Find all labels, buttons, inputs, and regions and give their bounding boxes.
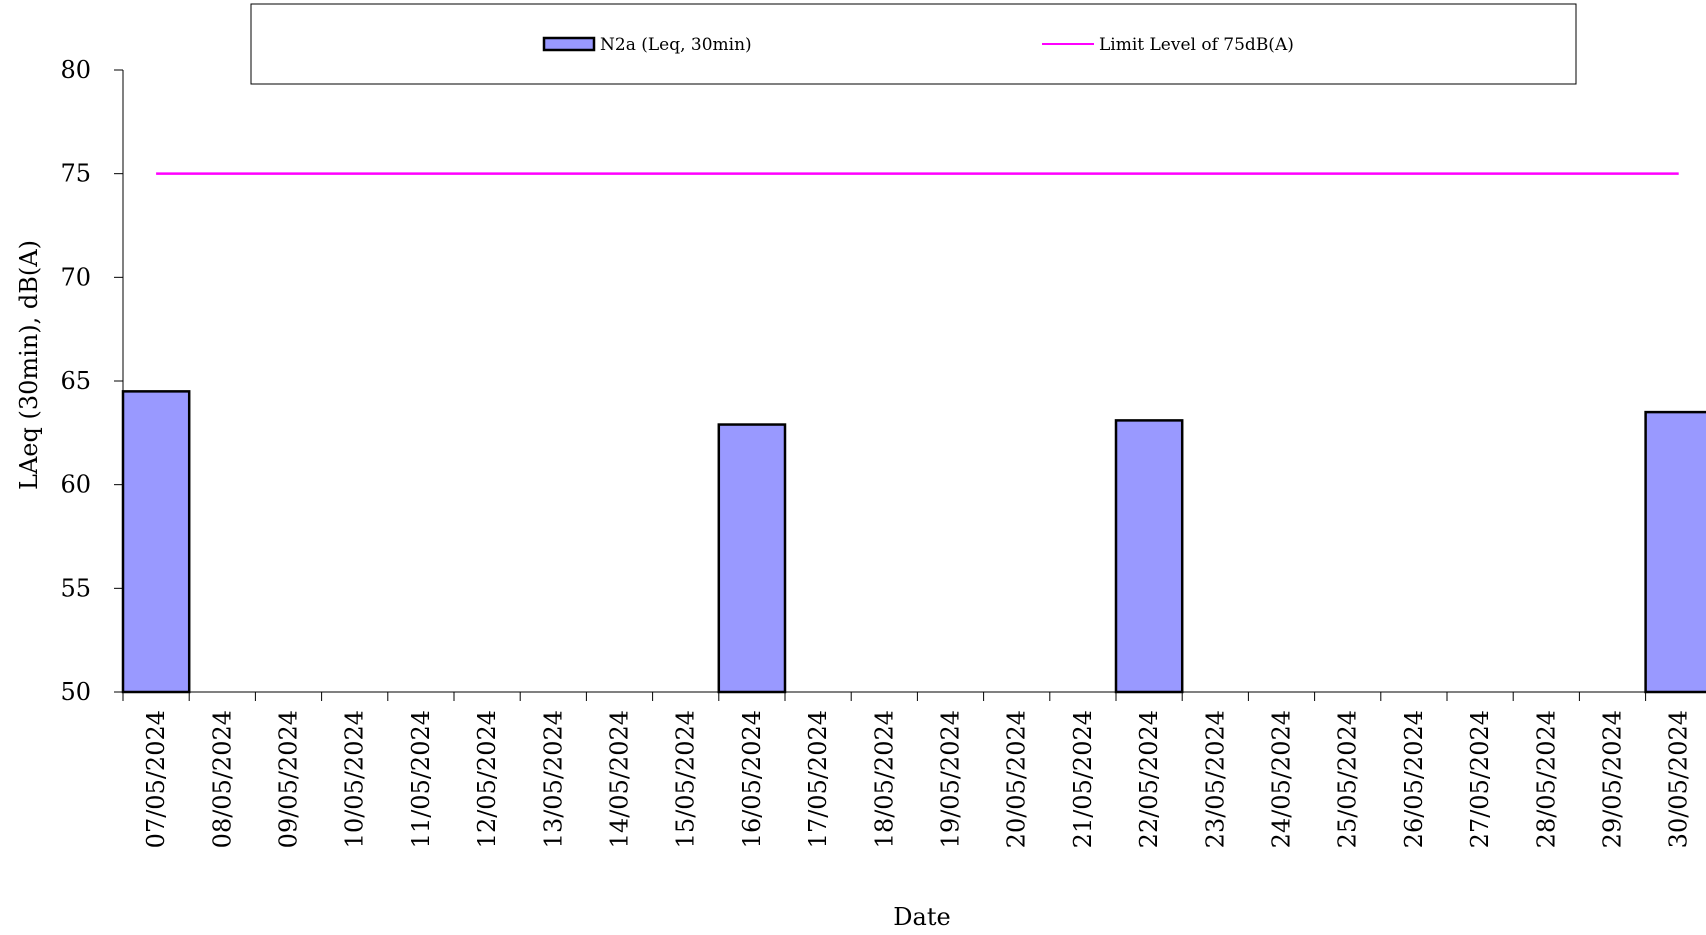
legend-label-line: Limit Level of 75dB(A) <box>1099 35 1294 55</box>
x-axis: 07/05/2024 08/05/2024 09/05/2024 10/05/2024… <box>122 691 1706 848</box>
bar <box>1114 419 1184 694</box>
bar <box>717 423 787 694</box>
x-tick-label: 22/05/2024 <box>1135 710 1163 848</box>
x-tick-label: 15/05/2024 <box>672 710 700 848</box>
x-tick-label: 21/05/2024 <box>1069 710 1097 848</box>
x-tick-label: 07/05/2024 <box>142 710 170 848</box>
x-tick-label: 19/05/2024 <box>937 710 965 848</box>
x-tick-label: 14/05/2024 <box>606 710 634 848</box>
x-tick-label: 28/05/2024 <box>1532 710 1560 848</box>
x-tick-label: 25/05/2024 <box>1334 710 1362 848</box>
x-tick-label: 23/05/2024 <box>1201 710 1229 848</box>
y-axis: 50 55 60 65 70 75 80 <box>60 56 124 706</box>
x-tick-label: 20/05/2024 <box>1003 710 1031 848</box>
legend: N2a (Leq, 30min) Limit Level of 75dB(A) <box>250 3 1577 85</box>
x-tick-label: 16/05/2024 <box>738 710 766 848</box>
bar <box>1644 410 1706 694</box>
x-tick-label: 29/05/2024 <box>1599 710 1627 848</box>
legend-label-bar: N2a (Leq, 30min) <box>600 35 752 55</box>
y-tick-label: 50 <box>60 678 91 706</box>
x-tick-label: 30/05/2024 <box>1665 710 1693 848</box>
x-tick-label: 18/05/2024 <box>870 710 898 848</box>
y-tick-label: 60 <box>60 471 91 499</box>
y-tick-label: 55 <box>60 574 91 602</box>
x-tick-label: 10/05/2024 <box>341 710 369 848</box>
y-tick-label: 80 <box>60 56 91 84</box>
x-tick-label: 09/05/2024 <box>275 710 303 848</box>
x-tick-label: 26/05/2024 <box>1400 710 1428 848</box>
x-axis-title: Date <box>893 903 950 931</box>
y-tick-label: 70 <box>60 263 91 291</box>
legend-swatch-bar <box>542 36 596 52</box>
y-axis-title: LAeq (30min), dB(A) <box>15 240 43 490</box>
legend-box <box>250 3 1577 85</box>
bars <box>121 390 1706 694</box>
x-tick-label: 13/05/2024 <box>539 710 567 848</box>
x-tick-label: 24/05/2024 <box>1268 710 1296 848</box>
x-tick-label: 17/05/2024 <box>804 710 832 848</box>
bar <box>121 390 191 694</box>
y-tick-label: 75 <box>60 160 91 188</box>
x-tick-label: 08/05/2024 <box>208 710 236 848</box>
x-tick-label: 27/05/2024 <box>1466 710 1494 848</box>
y-tick-label: 65 <box>60 367 91 395</box>
x-tick-label: 11/05/2024 <box>407 710 435 848</box>
x-tick-label: 12/05/2024 <box>473 710 501 848</box>
